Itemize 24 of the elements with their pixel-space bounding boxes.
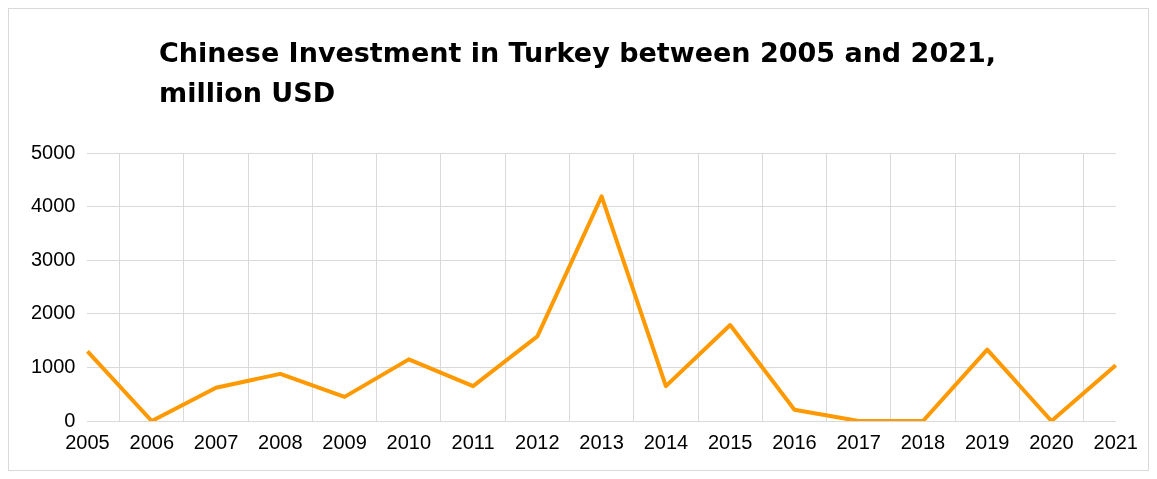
x-tick-label: 2021 (1093, 430, 1138, 453)
x-tick-label: 2013 (579, 430, 624, 453)
x-tick-label: 2008 (258, 430, 303, 453)
x-tick-label: 2012 (515, 430, 560, 453)
x-tick-label: 2005 (65, 430, 110, 453)
x-tick-label: 2014 (643, 430, 689, 453)
x-tick-label: 2006 (129, 430, 175, 453)
x-tick-label: 2017 (836, 430, 881, 453)
y-tick-label: 2000 (30, 301, 76, 324)
x-tick-label: 2018 (900, 430, 946, 453)
x-tick-label: 2011 (451, 430, 495, 453)
x-tick-label: 2007 (193, 430, 239, 453)
y-tick-label: 4000 (30, 194, 76, 217)
y-tick-label: 5000 (30, 140, 76, 163)
x-tick-label: 2010 (386, 430, 432, 453)
y-tick-label: 3000 (30, 247, 76, 270)
chart-title: Chinese Investment in Turkey between 2005 and 2021, million USD (158, 36, 997, 110)
y-tick-label: 1000 (30, 354, 76, 377)
x-tick-label: 2009 (322, 430, 367, 453)
x-tick-label: 2016 (772, 430, 817, 453)
y-tick-label: 0 (64, 408, 76, 431)
x-tick-label: 2020 (1029, 430, 1074, 453)
x-tick-label: 2015 (707, 430, 753, 453)
x-tick-label: 2019 (964, 430, 1010, 453)
